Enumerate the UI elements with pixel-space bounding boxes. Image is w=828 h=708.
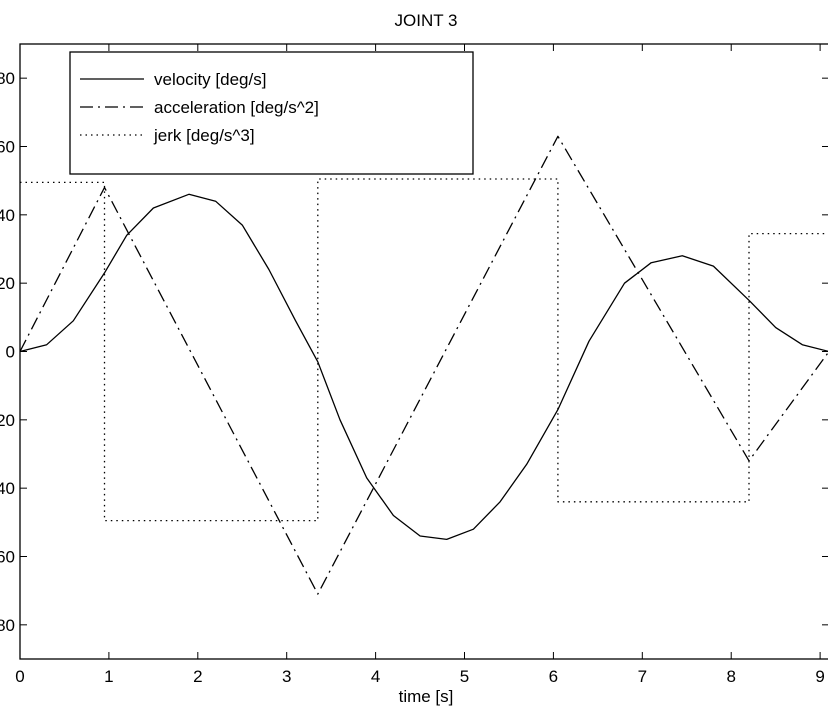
series-line-dotted [20, 178, 828, 522]
x-tick-label: 7 [638, 667, 647, 686]
x-tick-label: 0 [15, 667, 24, 686]
legend-box [69, 51, 474, 175]
y-tick-label: 20 [0, 274, 15, 293]
y-tick-label: 0 [6, 343, 15, 362]
legend-label: jerk [deg/s^3] [153, 126, 255, 145]
x-tick-label: 5 [460, 667, 469, 686]
y-tick-label: -40 [0, 479, 15, 498]
x-tick-label: 2 [193, 667, 202, 686]
series-lines [19, 135, 828, 595]
x-tick-label: 8 [726, 667, 735, 686]
x-axis-label: time [s] [399, 687, 454, 706]
series-line-solid [19, 193, 828, 541]
y-tick-label: 60 [0, 138, 15, 157]
legend-label: acceleration [deg/s^2] [154, 98, 319, 117]
x-tick-label: 1 [104, 667, 113, 686]
legend: velocity [deg/s] acceleration [deg/s^2] je… [69, 51, 474, 175]
y-tick-label: 80 [0, 69, 15, 88]
y-tick-label: -80 [0, 616, 15, 635]
legend-label: velocity [deg/s] [154, 70, 266, 89]
y-tick-label: 40 [0, 206, 15, 225]
axis-ticks: 0 1 2 3 4 5 6 7 8 9 80 60 40 20 0 -20 -40 -60 -80 [0, 44, 828, 686]
x-tick-label: 4 [371, 667, 380, 686]
x-tick-label: 3 [282, 667, 291, 686]
chart-title: JOINT 3 [395, 11, 458, 30]
y-tick-label: -60 [0, 548, 15, 567]
x-tick-label: 9 [815, 667, 824, 686]
series-line-dashdot [19, 135, 828, 595]
y-tick-label: -20 [0, 411, 15, 430]
x-tick-label: 6 [549, 667, 558, 686]
